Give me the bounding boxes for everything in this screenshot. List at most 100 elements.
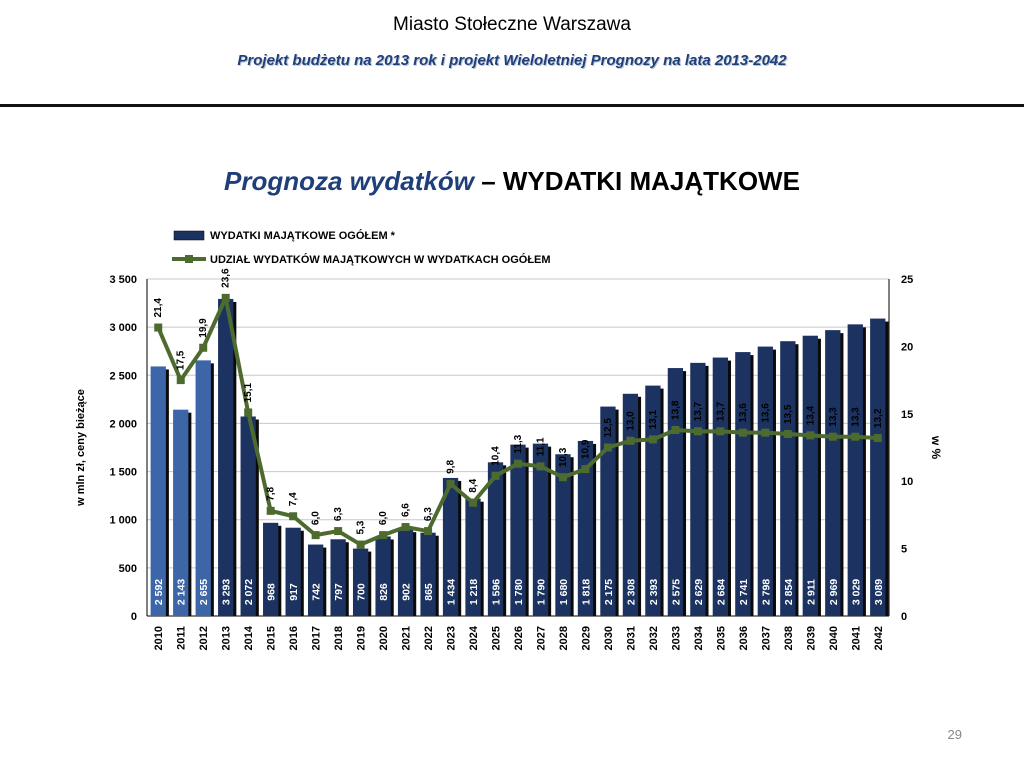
y2-tick-label: 10 xyxy=(901,476,913,488)
bar-value-label: 3 089 xyxy=(873,579,885,605)
bar-2041 xyxy=(848,324,863,616)
share-value-label: 13,8 xyxy=(670,400,681,420)
bar-value-label: 1 818 xyxy=(580,579,592,605)
bar-value-label: 917 xyxy=(288,583,300,601)
bar-value-label: 2 072 xyxy=(243,579,255,605)
share-marker xyxy=(244,408,252,416)
bar-value-label: 3 293 xyxy=(221,579,233,605)
share-value-label: 9,8 xyxy=(446,460,457,474)
share-value-label: 23,6 xyxy=(221,268,232,288)
share-value-label: 13,0 xyxy=(625,411,636,431)
share-marker xyxy=(761,429,769,437)
y2-tick-label: 5 xyxy=(901,544,907,556)
share-value-label: 11,1 xyxy=(535,437,546,456)
share-marker xyxy=(626,437,634,445)
bar-value-label: 968 xyxy=(266,583,278,601)
bar-value-label: 1 780 xyxy=(513,579,525,605)
share-marker xyxy=(312,531,320,539)
bar-value-label: 2 854 xyxy=(783,579,795,605)
legend-bar-swatch xyxy=(174,231,204,240)
x-tick-label: 2012 xyxy=(198,626,210,650)
x-tick-label: 2042 xyxy=(873,626,885,650)
header-subtitle: Projekt budżetu na 2013 rok i projekt Wi… xyxy=(0,52,1024,69)
x-tick-label: 2037 xyxy=(760,626,772,650)
bar-2038 xyxy=(780,341,795,616)
share-value-label: 10,3 xyxy=(558,447,569,467)
x-tick-label: 2013 xyxy=(221,626,233,650)
bar-2022 xyxy=(420,533,435,616)
share-marker xyxy=(716,427,724,435)
bar-2020 xyxy=(375,536,390,616)
x-tick-label: 2025 xyxy=(491,626,503,650)
share-value-label: 6,3 xyxy=(423,507,434,521)
share-marker xyxy=(357,541,365,549)
share-marker xyxy=(671,426,679,434)
share-marker xyxy=(874,434,882,442)
share-value-label: 13,7 xyxy=(715,401,726,421)
bar-2015 xyxy=(263,523,278,616)
y2-tick-label: 25 xyxy=(901,274,913,286)
share-marker xyxy=(222,294,230,302)
y-tick-label: 500 xyxy=(119,563,137,575)
bar-2035 xyxy=(713,358,728,616)
x-tick-label: 2038 xyxy=(783,626,795,650)
share-marker xyxy=(851,433,859,441)
bar-value-label: 742 xyxy=(311,583,323,601)
x-tick-label: 2020 xyxy=(378,626,390,650)
x-tick-label: 2028 xyxy=(558,626,570,650)
share-value-label: 15,1 xyxy=(243,383,254,403)
y-tick-label: 1 000 xyxy=(109,515,137,527)
share-marker xyxy=(514,460,522,468)
bar-value-label: 1 680 xyxy=(558,579,570,605)
share-marker xyxy=(492,472,500,480)
y-tick-label: 3 500 xyxy=(109,274,137,286)
share-marker xyxy=(447,480,455,488)
share-value-label: 19,9 xyxy=(198,318,209,338)
share-marker xyxy=(581,465,589,473)
share-value-label: 13,6 xyxy=(738,403,749,423)
share-value-label: 13,6 xyxy=(760,403,771,423)
bar-2018 xyxy=(330,539,345,616)
x-tick-label: 2026 xyxy=(513,626,525,650)
bar-value-label: 2 393 xyxy=(648,579,660,605)
share-value-label: 12,5 xyxy=(603,418,614,438)
bar-value-label: 865 xyxy=(423,583,435,601)
x-tick-label: 2023 xyxy=(446,626,458,650)
share-marker xyxy=(559,473,567,481)
bar-value-label: 2 969 xyxy=(828,579,840,605)
share-value-label: 8,4 xyxy=(468,478,479,492)
slide-title-part1: Prognoza wydatków xyxy=(224,166,474,196)
bar-value-label: 2 175 xyxy=(603,579,615,605)
share-value-label: 13,3 xyxy=(850,407,861,427)
share-marker xyxy=(267,507,275,515)
share-value-label: 17,5 xyxy=(176,350,187,370)
slide-title: Prognoza wydatków – WYDATKI MAJĄTKOWE xyxy=(0,166,1024,197)
x-tick-label: 2011 xyxy=(176,626,188,650)
share-marker xyxy=(199,344,207,352)
share-value-label: 11,3 xyxy=(513,434,524,453)
bar-value-label: 2 741 xyxy=(738,579,750,605)
x-tick-label: 2016 xyxy=(288,626,300,650)
y-tick-label: 3 000 xyxy=(109,322,137,334)
x-tick-label: 2014 xyxy=(243,625,255,650)
header-divider xyxy=(0,104,1024,107)
x-tick-label: 2031 xyxy=(625,626,637,650)
y-tick-label: 0 xyxy=(131,611,137,623)
bar-2017 xyxy=(308,545,323,616)
x-tick-label: 2036 xyxy=(738,626,750,650)
bar-value-label: 797 xyxy=(333,583,345,601)
x-tick-label: 2029 xyxy=(580,626,592,650)
bar-value-label: 3 029 xyxy=(850,579,862,605)
share-value-label: 13,2 xyxy=(873,408,884,428)
bar-value-label: 826 xyxy=(378,583,390,601)
x-tick-label: 2030 xyxy=(603,626,615,650)
y-tick-label: 2 500 xyxy=(109,370,137,382)
bar-value-label: 2 655 xyxy=(198,579,210,605)
y2-axis-title: w % xyxy=(929,435,943,460)
bar-2021 xyxy=(398,529,413,616)
share-value-label: 10,4 xyxy=(491,446,502,466)
y-tick-label: 2 000 xyxy=(109,418,137,430)
x-tick-label: 2032 xyxy=(648,626,660,650)
share-value-label: 13,4 xyxy=(805,405,816,425)
x-tick-label: 2033 xyxy=(670,626,682,650)
